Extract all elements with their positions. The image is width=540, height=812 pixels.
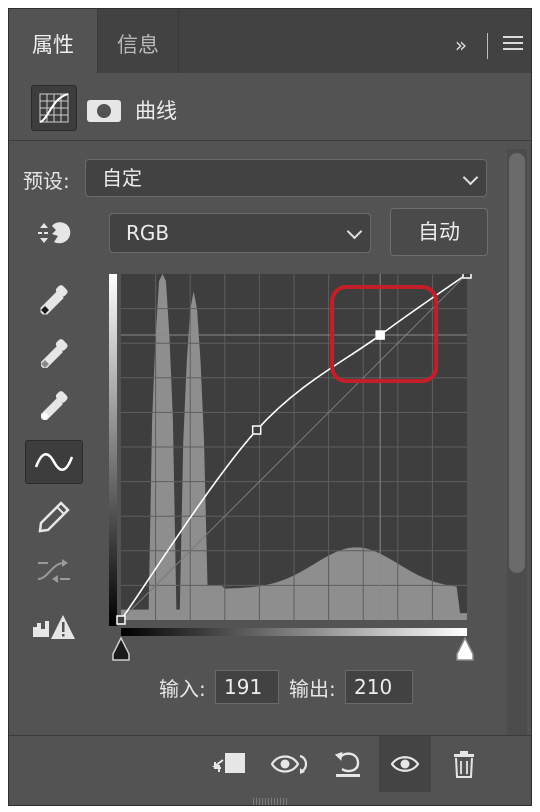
pencil-draw-icon[interactable] (25, 495, 83, 539)
curve-point-tool-icon[interactable] (25, 440, 83, 484)
curve-point[interactable] (462, 274, 472, 279)
clip-to-layer-icon[interactable] (205, 736, 255, 792)
preset-value: 自定 (102, 166, 142, 190)
input-field[interactable]: 191 (215, 670, 279, 704)
channel-dropdown[interactable]: RGB (109, 213, 371, 253)
toggle-visibility-icon[interactable] (379, 736, 431, 792)
clipping-warning-icon[interactable] (25, 605, 83, 649)
curve-line[interactable] (120, 274, 468, 621)
input-gradient-bar (121, 628, 467, 636)
highlight-box (330, 285, 439, 384)
target-adjust-hand-icon[interactable] (25, 211, 83, 255)
layer-mask-icon[interactable] (87, 100, 121, 122)
gray-point-eyedropper-icon[interactable] (25, 333, 83, 377)
scrollbar-thumb[interactable] (509, 153, 525, 573)
delete-layer-icon[interactable] (439, 736, 489, 792)
input-label: 输入: (159, 677, 206, 701)
tab-info[interactable]: 信息 (97, 9, 179, 73)
black-point-eyedropper-icon[interactable] (25, 279, 83, 323)
smooth-curve-icon[interactable] (25, 549, 83, 593)
auto-button[interactable]: 自动 (390, 208, 488, 256)
preset-label: 预设: (23, 169, 70, 193)
baseline-diagonal (120, 274, 468, 621)
view-previous-state-icon[interactable] (265, 736, 315, 792)
curve-point-selected[interactable] (375, 330, 385, 340)
double-chevron-right-icon[interactable]: » (454, 33, 468, 57)
chevron-down-icon (346, 223, 363, 240)
reset-adjustment-icon[interactable] (323, 736, 373, 792)
adjustment-title: 曲线 (135, 99, 177, 123)
hamburger-menu-icon[interactable] (503, 36, 523, 54)
resize-grip[interactable] (253, 798, 289, 805)
bottom-toolbar (9, 735, 531, 805)
curves-adjustment-icon[interactable] (31, 85, 77, 131)
tab-bar-separator (487, 33, 488, 59)
curve-point[interactable] (116, 615, 126, 625)
tab-bar: 属性 信息 » (9, 9, 531, 73)
output-gradient-bar (109, 274, 117, 626)
white-slider-handle[interactable] (456, 636, 474, 661)
curves-graph[interactable] (109, 274, 475, 666)
tab-properties[interactable]: 属性 (9, 9, 97, 73)
output-label: 输出: (289, 677, 336, 701)
preset-dropdown[interactable]: 自定 (85, 159, 487, 197)
channel-value: RGB (126, 221, 170, 245)
output-field[interactable]: 210 (345, 670, 413, 704)
curve-point[interactable] (251, 425, 262, 435)
black-slider-handle[interactable] (112, 636, 130, 661)
section-divider (9, 140, 531, 141)
white-point-eyedropper-icon[interactable] (25, 385, 83, 429)
chevron-down-icon (462, 169, 479, 186)
grid (121, 274, 467, 620)
properties-panel: 属性 信息 » 曲线 预设: 自定 RGB 自动 (8, 8, 532, 806)
